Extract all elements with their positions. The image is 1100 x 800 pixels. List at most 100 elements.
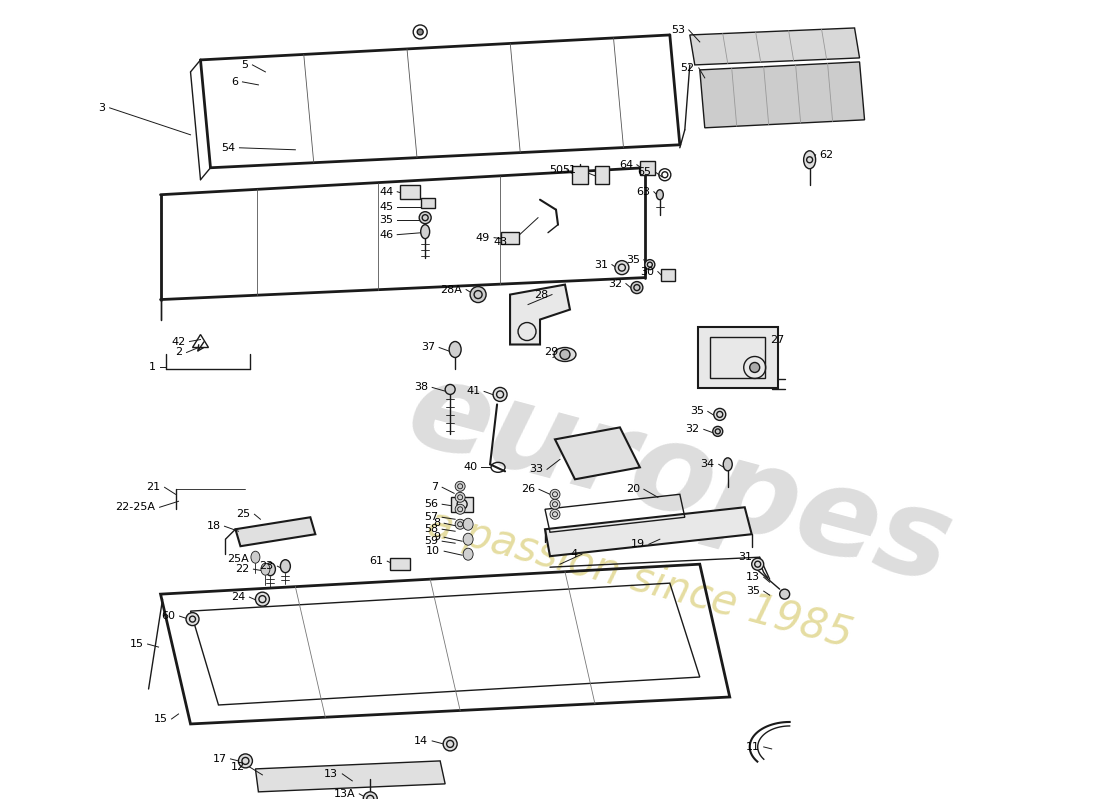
Text: 46: 46	[379, 230, 393, 240]
Polygon shape	[235, 518, 316, 546]
Text: 35: 35	[626, 254, 640, 265]
Text: 31: 31	[738, 552, 751, 562]
Text: 54: 54	[221, 142, 235, 153]
Text: 38: 38	[414, 382, 428, 393]
Text: 40: 40	[463, 462, 477, 472]
Text: 63: 63	[636, 186, 650, 197]
Text: 15: 15	[130, 639, 144, 649]
Bar	[502, 232, 519, 244]
Text: 35: 35	[379, 214, 393, 225]
Text: 8: 8	[433, 518, 440, 528]
Text: a passion since 1985: a passion since 1985	[422, 502, 857, 656]
Text: 13: 13	[324, 769, 339, 779]
Text: 45: 45	[379, 202, 393, 212]
Ellipse shape	[560, 350, 570, 359]
Bar	[451, 497, 473, 512]
Text: 44: 44	[379, 186, 393, 197]
Ellipse shape	[751, 558, 763, 570]
Text: 59: 59	[424, 536, 438, 546]
Polygon shape	[255, 761, 446, 792]
Text: 14: 14	[414, 736, 428, 746]
Text: 20: 20	[626, 484, 640, 494]
Text: 6: 6	[231, 77, 239, 87]
Text: 1: 1	[148, 362, 155, 373]
Text: 17: 17	[212, 754, 227, 764]
Ellipse shape	[493, 387, 507, 402]
Ellipse shape	[363, 792, 377, 800]
Text: 18: 18	[207, 522, 220, 531]
Ellipse shape	[550, 499, 560, 510]
Ellipse shape	[463, 534, 473, 546]
Ellipse shape	[455, 492, 465, 502]
Ellipse shape	[615, 261, 629, 274]
Text: 22-25A: 22-25A	[116, 502, 155, 512]
Bar	[400, 185, 420, 198]
Ellipse shape	[645, 260, 654, 270]
Text: 3: 3	[99, 103, 106, 113]
Ellipse shape	[463, 518, 473, 530]
Text: 32: 32	[608, 278, 622, 289]
Polygon shape	[544, 507, 751, 556]
Text: 29: 29	[543, 347, 558, 358]
Ellipse shape	[713, 426, 723, 436]
Text: 15: 15	[154, 714, 167, 724]
Text: 19: 19	[630, 539, 645, 550]
Text: 31: 31	[594, 260, 608, 270]
Ellipse shape	[417, 29, 424, 35]
Bar	[661, 269, 674, 281]
Ellipse shape	[631, 282, 642, 294]
Text: 50: 50	[549, 165, 563, 174]
Ellipse shape	[251, 551, 260, 563]
Polygon shape	[690, 28, 859, 65]
Text: 30: 30	[640, 266, 653, 277]
Text: 26: 26	[521, 484, 535, 494]
Text: 11: 11	[746, 742, 760, 752]
Text: 57: 57	[424, 512, 438, 522]
Ellipse shape	[455, 519, 465, 530]
Ellipse shape	[724, 458, 733, 471]
Text: 62: 62	[820, 150, 834, 160]
Ellipse shape	[804, 150, 815, 169]
Ellipse shape	[657, 190, 663, 200]
Text: 9: 9	[433, 532, 440, 542]
Bar	[572, 166, 587, 184]
Ellipse shape	[455, 482, 465, 491]
Text: 4: 4	[571, 550, 578, 559]
Polygon shape	[556, 427, 640, 479]
Text: 32: 32	[685, 424, 700, 434]
Text: 34: 34	[701, 459, 715, 470]
Ellipse shape	[780, 589, 790, 599]
Ellipse shape	[446, 385, 455, 394]
Bar	[711, 337, 766, 378]
Text: 35: 35	[746, 586, 760, 596]
Text: 23: 23	[260, 561, 274, 571]
Text: 28A: 28A	[440, 285, 462, 294]
Text: 61: 61	[370, 556, 383, 566]
Ellipse shape	[239, 754, 252, 768]
Bar	[697, 326, 778, 389]
Ellipse shape	[265, 562, 275, 576]
Bar	[595, 166, 609, 184]
Polygon shape	[700, 62, 865, 128]
Text: 58: 58	[424, 524, 438, 534]
Bar	[421, 198, 436, 208]
Text: 64: 64	[619, 160, 632, 170]
Text: 56: 56	[425, 499, 438, 510]
Text: 33: 33	[529, 464, 543, 474]
Ellipse shape	[455, 504, 465, 514]
Text: 51: 51	[562, 165, 576, 174]
Text: 35: 35	[690, 406, 704, 417]
Text: 52: 52	[681, 63, 695, 73]
Text: 27: 27	[770, 334, 784, 345]
Text: 13: 13	[746, 572, 760, 582]
Text: 43: 43	[494, 237, 508, 246]
Text: 60: 60	[162, 611, 176, 621]
Ellipse shape	[186, 613, 199, 626]
Text: 65: 65	[637, 166, 651, 177]
Ellipse shape	[550, 510, 560, 519]
Bar	[640, 161, 656, 174]
Text: 49: 49	[476, 233, 491, 242]
Ellipse shape	[463, 548, 473, 560]
Text: 13A: 13A	[333, 789, 355, 799]
Text: 12: 12	[231, 762, 245, 772]
